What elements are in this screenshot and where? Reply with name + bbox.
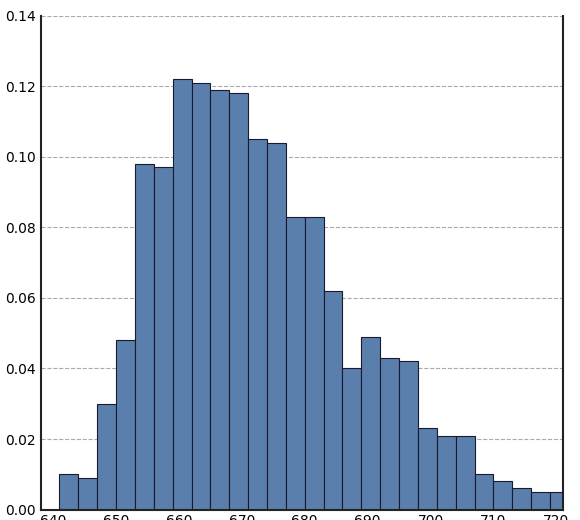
- Bar: [361, 337, 380, 510]
- Bar: [550, 492, 569, 510]
- Bar: [191, 83, 211, 510]
- Bar: [97, 404, 116, 510]
- Bar: [512, 488, 531, 510]
- Bar: [437, 436, 456, 510]
- Bar: [286, 217, 304, 510]
- Bar: [418, 428, 437, 510]
- Bar: [399, 361, 418, 510]
- Bar: [531, 492, 550, 510]
- Bar: [173, 79, 191, 510]
- Bar: [304, 217, 324, 510]
- Bar: [60, 474, 78, 510]
- Bar: [248, 139, 267, 510]
- Bar: [229, 93, 248, 510]
- Bar: [342, 369, 361, 510]
- Bar: [267, 142, 286, 510]
- Bar: [494, 482, 512, 510]
- Bar: [474, 474, 494, 510]
- Bar: [116, 340, 135, 510]
- Bar: [211, 89, 229, 510]
- Bar: [380, 358, 399, 510]
- Bar: [456, 436, 474, 510]
- Bar: [78, 478, 97, 510]
- Bar: [324, 291, 342, 510]
- Bar: [154, 167, 173, 510]
- Bar: [135, 164, 154, 510]
